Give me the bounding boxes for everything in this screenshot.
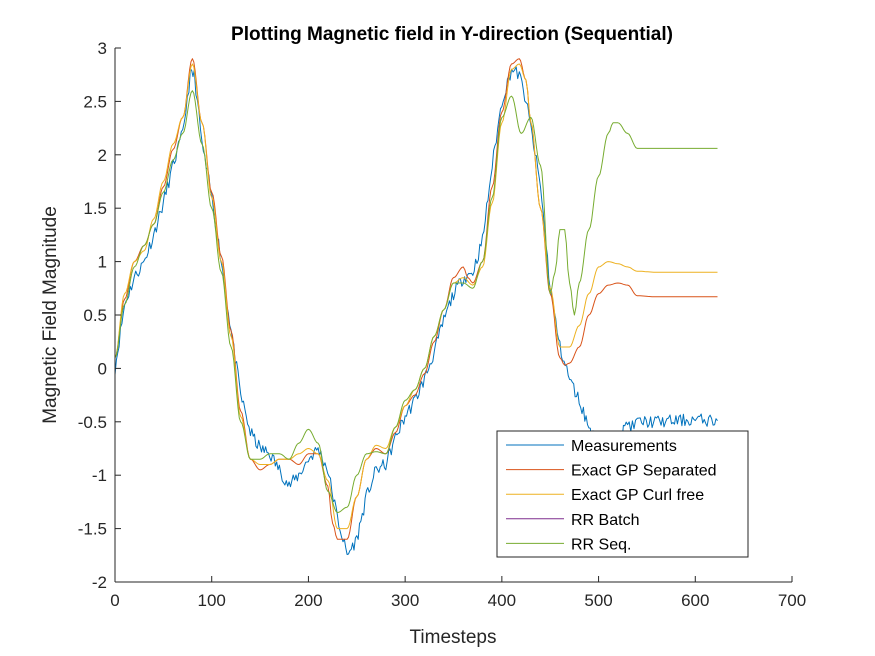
y-tick-label: 1.5 bbox=[83, 199, 107, 218]
x-axis-label: Timesteps bbox=[410, 627, 497, 648]
legend-label-4: RR Seq. bbox=[571, 536, 631, 553]
y-tick-label: 0.5 bbox=[83, 306, 107, 325]
x-tick-label: 700 bbox=[778, 591, 806, 610]
legend-label-3: RR Batch bbox=[571, 512, 639, 529]
axes-layer: 0 100 200 300 400 500 600 700 -2 -1.5 -1 -0.5 0 0.5 1 1… bbox=[78, 39, 806, 610]
y-tick-label: 2.5 bbox=[83, 92, 107, 111]
series-line-4 bbox=[114, 90, 718, 514]
legend: Measurements Exact GP Separated Exact GP C… bbox=[496, 430, 749, 558]
x-tick-label: 100 bbox=[198, 591, 226, 610]
series-line-1 bbox=[114, 58, 718, 540]
y-tick-label: -1 bbox=[92, 466, 107, 485]
legend-label-2: Exact GP Curl free bbox=[571, 487, 704, 504]
y-tick-label: -2 bbox=[92, 573, 107, 592]
x-tick-label: 600 bbox=[681, 591, 709, 610]
x-tick-label: 200 bbox=[294, 591, 322, 610]
y-axis-label: Magnetic Field Magnitude bbox=[40, 206, 61, 424]
plot-area: 0 100 200 300 400 500 600 700 -2 -1.5 -1 -0.5 0 0.5 1 1… bbox=[78, 39, 806, 610]
x-tick-label: 400 bbox=[488, 591, 516, 610]
y-tick-label: -0.5 bbox=[78, 413, 107, 432]
y-tick-label: -1.5 bbox=[78, 520, 107, 539]
y-tick-label: 1 bbox=[98, 253, 107, 272]
y-tick-label: 3 bbox=[98, 39, 107, 58]
y-tick-label: 2 bbox=[98, 146, 107, 165]
x-tick-label: 300 bbox=[391, 591, 419, 610]
legend-label-1: Exact GP Separated bbox=[571, 463, 717, 480]
x-tick-label: 500 bbox=[584, 591, 612, 610]
legend-label-0: Measurements bbox=[571, 438, 677, 455]
y-tick-label: 0 bbox=[98, 359, 107, 378]
chart-title: Plotting Magnetic field in Y-direction (… bbox=[231, 24, 673, 45]
x-tick-label: 0 bbox=[110, 591, 119, 610]
